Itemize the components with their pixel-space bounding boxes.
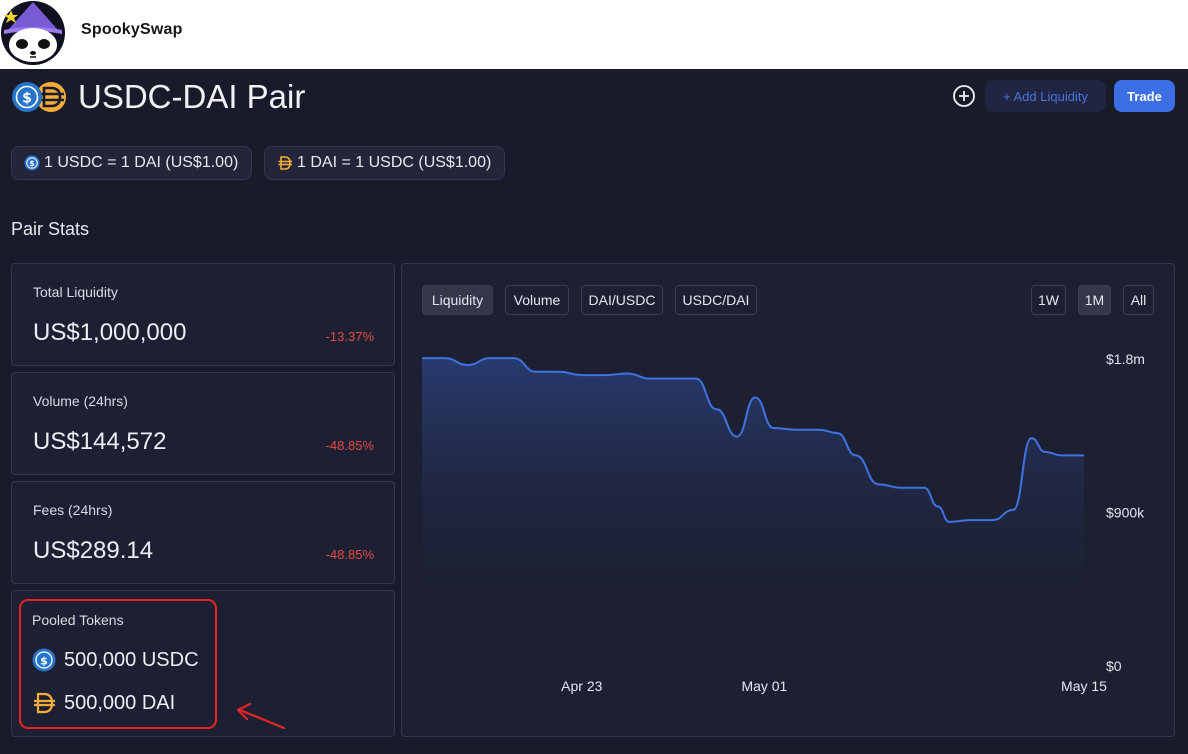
app-name: SpookySwap [81, 21, 183, 38]
x-axis-tick-label: Apr 23 [561, 678, 602, 694]
usdc-dai-pair-icon: $ [12, 82, 66, 112]
rate-chip-usdc: $ 1 USDC = 1 DAI (US$1.00) [11, 146, 252, 180]
page-title: USDC-DAI Pair [78, 78, 306, 115]
pooled-token-amount: 500,000 DAI [64, 691, 176, 714]
stat-label: Total Liquidity [33, 284, 118, 300]
volume-card: Volume (24hrs) US$144,572 -48.85% [11, 372, 395, 475]
section-title: Pair Stats [11, 219, 90, 239]
add-plus-icon[interactable] [952, 84, 976, 108]
liquidity-area-chart: $1.8m $900k $0 Apr 23 May 01 May 15 [421, 351, 1145, 694]
total-liquidity-card: Total Liquidity US$1,000,000 -13.37% [11, 263, 395, 366]
dai-icon [278, 156, 292, 170]
rate-text: 1 DAI = 1 USDC (US$1.00) [297, 154, 492, 171]
top-bar: SpookySwap [0, 0, 1188, 69]
range-all[interactable]: All [1123, 285, 1154, 315]
tab-usdc-dai[interactable]: USDC/DAI [675, 285, 757, 315]
annotation-highlight-box [19, 599, 217, 729]
y-axis-tick-label: $900k [1106, 505, 1145, 521]
rate-chip-dai: 1 DAI = 1 USDC (US$1.00) [264, 146, 505, 180]
svg-text:$: $ [29, 159, 34, 168]
spookyswap-logo-icon[interactable] [0, 0, 66, 66]
stat-change: -48.85% [325, 547, 374, 562]
trade-button[interactable]: Trade [1114, 80, 1175, 112]
pooled-token-amount: 500,000 USDC [64, 648, 199, 671]
rate-text: 1 USDC = 1 DAI (US$1.00) [44, 154, 239, 171]
liquidity-area-fill [422, 358, 1084, 630]
y-axis-tick-label: $1.8m [1106, 351, 1145, 367]
liquidity-series-line [421, 357, 1084, 523]
fees-card: Fees (24hrs) US$289.14 -48.85% [11, 481, 395, 584]
x-axis-tick-label: May 01 [741, 678, 787, 694]
stat-change: -13.37% [325, 329, 374, 344]
stat-label: Volume (24hrs) [33, 393, 128, 409]
stat-value: US$144,572 [33, 428, 167, 455]
range-1m[interactable]: 1M [1078, 285, 1111, 315]
pooled-token-usdc: $ 500,000 USDC [32, 648, 199, 672]
tab-volume[interactable]: Volume [505, 285, 569, 315]
svg-text:$: $ [40, 655, 48, 668]
tab-dai-usdc[interactable]: DAI/USDC [581, 285, 663, 315]
stat-label: Fees (24hrs) [33, 502, 113, 518]
add-liquidity-button[interactable]: + Add Liquidity [985, 80, 1106, 112]
svg-text:$: $ [22, 91, 32, 107]
range-1w[interactable]: 1W [1031, 285, 1066, 315]
tab-liquidity[interactable]: Liquidity [422, 285, 493, 315]
stat-value: US$289.14 [33, 537, 154, 564]
pooled-token-dai: 500,000 DAI [32, 691, 175, 715]
usdc-icon: $ [32, 648, 56, 672]
pooled-tokens-card [11, 590, 395, 737]
dai-icon [34, 692, 55, 714]
stat-change: -48.85% [325, 438, 374, 453]
stat-value: US$1,000,000 [33, 319, 187, 346]
pooled-tokens-label: Pooled Tokens [32, 612, 124, 628]
y-axis-tick-label: $0 [1106, 658, 1122, 674]
x-axis-tick-label: May 15 [1061, 678, 1107, 694]
usdc-icon: $ [24, 155, 40, 171]
annotation-arrow-icon [236, 702, 286, 730]
